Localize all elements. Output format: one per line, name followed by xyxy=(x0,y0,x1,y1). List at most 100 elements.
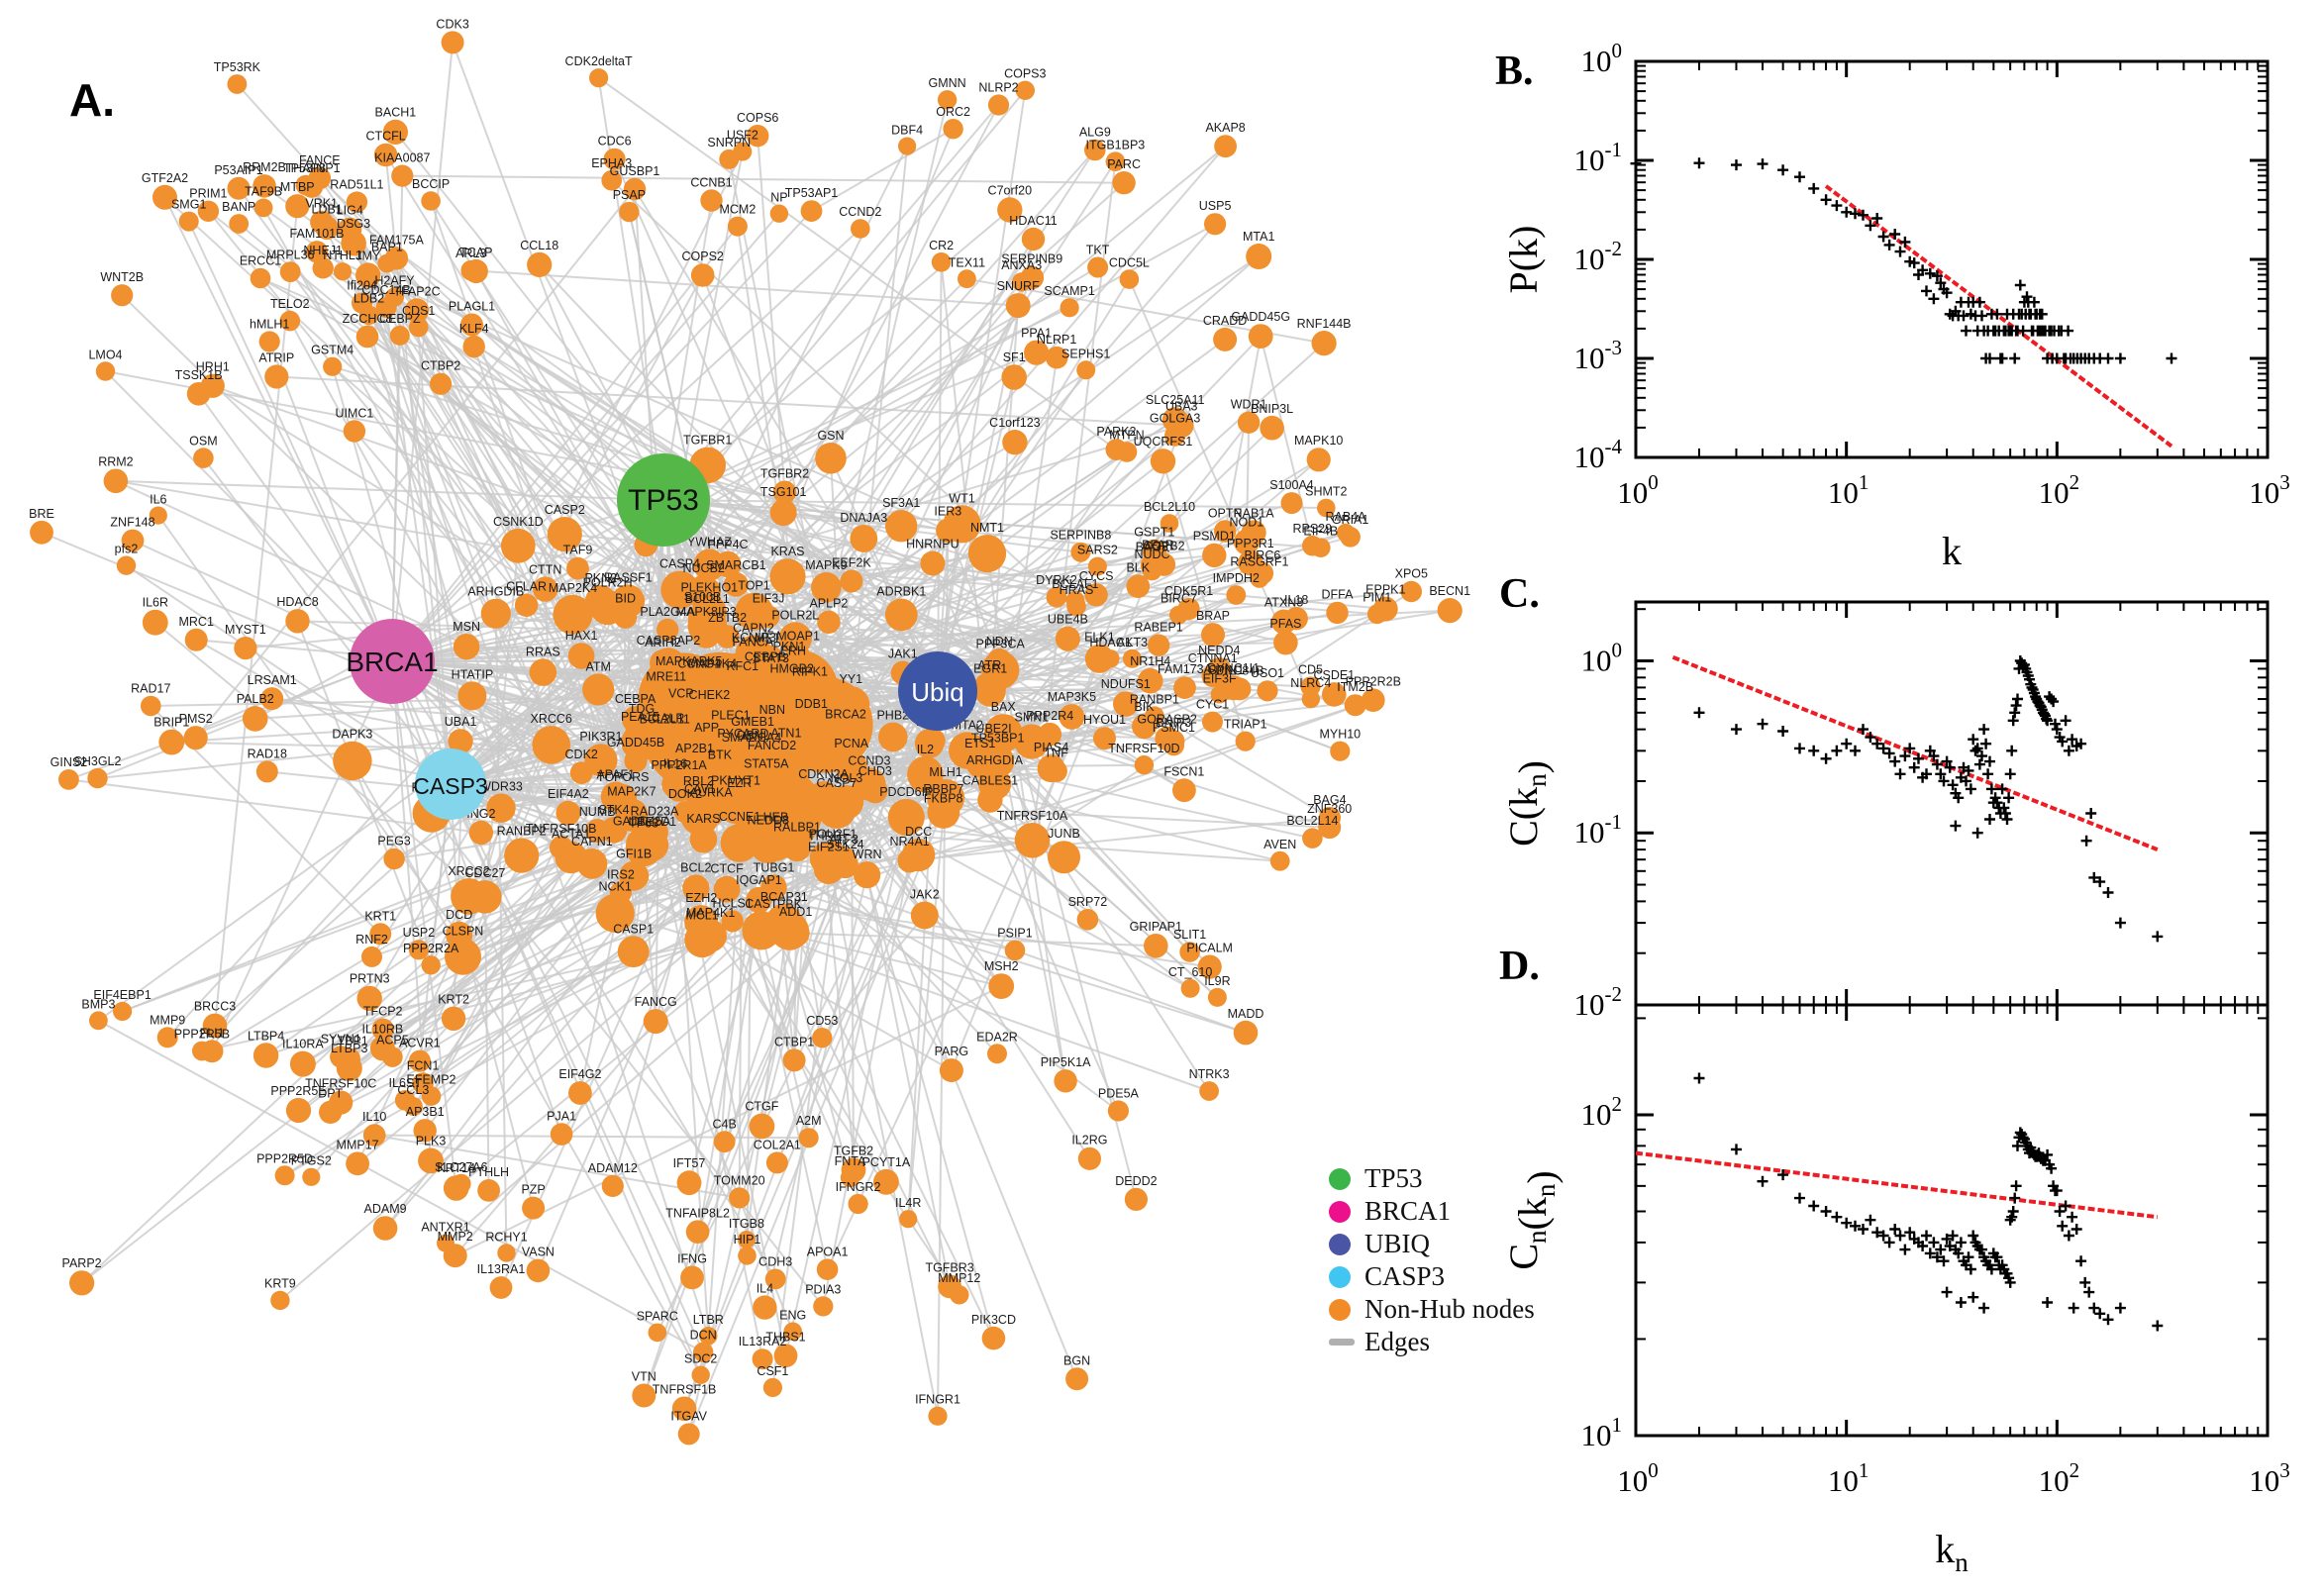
tick-label: 10-4 xyxy=(1574,435,1623,474)
legend-item-brca1: BRCA1 xyxy=(1329,1195,1535,1228)
network-node-label: AURKA xyxy=(690,786,734,800)
network-edge xyxy=(187,221,393,662)
network-node-label: MYST1 xyxy=(225,623,266,637)
network-edge xyxy=(907,812,945,1220)
network-node xyxy=(782,1048,806,1072)
network-node-label: AKAP8 xyxy=(1205,121,1245,135)
scatter-points xyxy=(1693,1072,2164,1332)
network-node-label: BCL2L14 xyxy=(1286,814,1338,828)
network-node-label: TFAP2C xyxy=(393,284,440,298)
network-node-label: CDK2deltaT xyxy=(565,54,633,68)
tp53-swatch-icon xyxy=(1329,1167,1351,1190)
network-node-label: PDIA3 xyxy=(805,1282,841,1296)
network-node-label: CDC14B xyxy=(361,283,410,297)
network-node-label: RNF2 xyxy=(355,933,388,947)
network-node-label: IL16 xyxy=(663,756,687,770)
network-node xyxy=(1126,574,1151,598)
network-edge xyxy=(450,606,609,785)
network-node-label: IFNG xyxy=(677,1252,707,1266)
network-node-label: KCNIP3 xyxy=(732,631,776,645)
network-node xyxy=(1076,360,1096,380)
network-node-label: HIP1 xyxy=(734,1233,761,1247)
network-edge xyxy=(683,773,927,1410)
network-node xyxy=(156,1027,178,1048)
network-node xyxy=(585,585,617,617)
network-node-label: BLK xyxy=(1126,560,1150,574)
network-edge xyxy=(97,1019,704,1353)
network-edge xyxy=(757,136,786,493)
plot-panel-d: 102 101 100 101 102 103 Cn(kn) kn xyxy=(1501,1003,2290,1577)
network-edge xyxy=(296,620,433,966)
network-node xyxy=(355,262,381,288)
network-node-label: pfs2 xyxy=(115,543,139,556)
network-node xyxy=(1260,415,1284,441)
network-node-label: FANCG xyxy=(635,995,677,1009)
edge-swatch-icon xyxy=(1329,1339,1355,1346)
network-edge xyxy=(385,307,452,785)
network-edge xyxy=(822,860,911,1307)
network-edge xyxy=(851,552,988,582)
tick-label: 10-2 xyxy=(1574,237,1623,276)
network-node-label: TNF xyxy=(1045,747,1069,760)
network-node-label: NR4A1 xyxy=(889,835,929,848)
network-node xyxy=(1146,551,1170,576)
network-node-label: SMN1 xyxy=(1015,710,1050,724)
tick-label: 100 xyxy=(1617,1458,1659,1498)
network-node xyxy=(1070,542,1091,562)
network-node xyxy=(1207,657,1232,682)
network-node xyxy=(229,214,250,234)
network-node-label: RPS29 xyxy=(1292,522,1332,536)
network-node-label: MADD xyxy=(1228,1007,1264,1021)
network-node-label: IL6R xyxy=(143,596,168,610)
network-node-label: MAPK10 xyxy=(1294,434,1343,448)
network-node xyxy=(1233,1020,1259,1046)
network-node xyxy=(1226,585,1247,605)
network-node-label: GADD45G xyxy=(1231,310,1290,324)
network-node xyxy=(682,874,710,902)
network-node-label: PARK2 xyxy=(1096,425,1136,439)
network-node xyxy=(937,90,958,110)
network-node xyxy=(58,769,79,790)
network-node-label: RRAS xyxy=(526,645,560,658)
network-node xyxy=(372,1216,398,1241)
network-node-label: BCCIP xyxy=(412,177,450,191)
network-node-label: ATM xyxy=(585,659,610,673)
network-node xyxy=(193,448,214,468)
tick-label: 10-3 xyxy=(1574,336,1623,375)
network-node-label: FKBP8 xyxy=(924,791,963,805)
network-node xyxy=(391,164,414,187)
network-node xyxy=(445,938,481,975)
network-node-label: BRCA2 xyxy=(825,708,866,722)
network-node-label: USO1 xyxy=(1251,666,1284,680)
network-node-label: ARHGDIA xyxy=(966,753,1024,767)
network-node-label: ACTA1 xyxy=(552,828,590,842)
network-node-label: PRTN3 xyxy=(350,972,390,986)
network-node-label: BRCC3 xyxy=(194,1000,236,1014)
network-node xyxy=(1248,324,1273,349)
network-node xyxy=(928,1406,948,1426)
network-node-label: ADRBK1 xyxy=(876,585,926,599)
network-node-label: ARHGDIB xyxy=(467,585,524,599)
network-node-label: BCL2L1 xyxy=(685,592,730,606)
network-edge xyxy=(450,783,693,1278)
network-edge xyxy=(349,229,710,1337)
network-node-label: BNIP3 xyxy=(1156,716,1191,730)
network-edge xyxy=(1260,336,1314,547)
network-node-label: TOPORS xyxy=(597,770,650,784)
network-node-label: BID xyxy=(615,592,636,606)
network-node-label: H2AFY xyxy=(374,274,415,288)
network-node-label: BCL2L10 xyxy=(1144,500,1195,514)
network-node-label: MAPK8IP3 xyxy=(676,605,737,619)
network-node-label: BIRC6 xyxy=(1244,549,1280,562)
network-node-label: PARC xyxy=(1107,157,1141,171)
network-node xyxy=(1344,694,1366,717)
network-node-label: UBA1 xyxy=(445,715,477,729)
network-node-label: CCNG1 xyxy=(677,657,721,671)
network-node-label: CCL18 xyxy=(520,239,558,252)
network-node xyxy=(910,901,939,930)
network-node-label: NBN xyxy=(759,703,785,717)
network-node xyxy=(285,194,310,219)
network-node xyxy=(1084,583,1108,607)
network-edge xyxy=(662,200,713,501)
